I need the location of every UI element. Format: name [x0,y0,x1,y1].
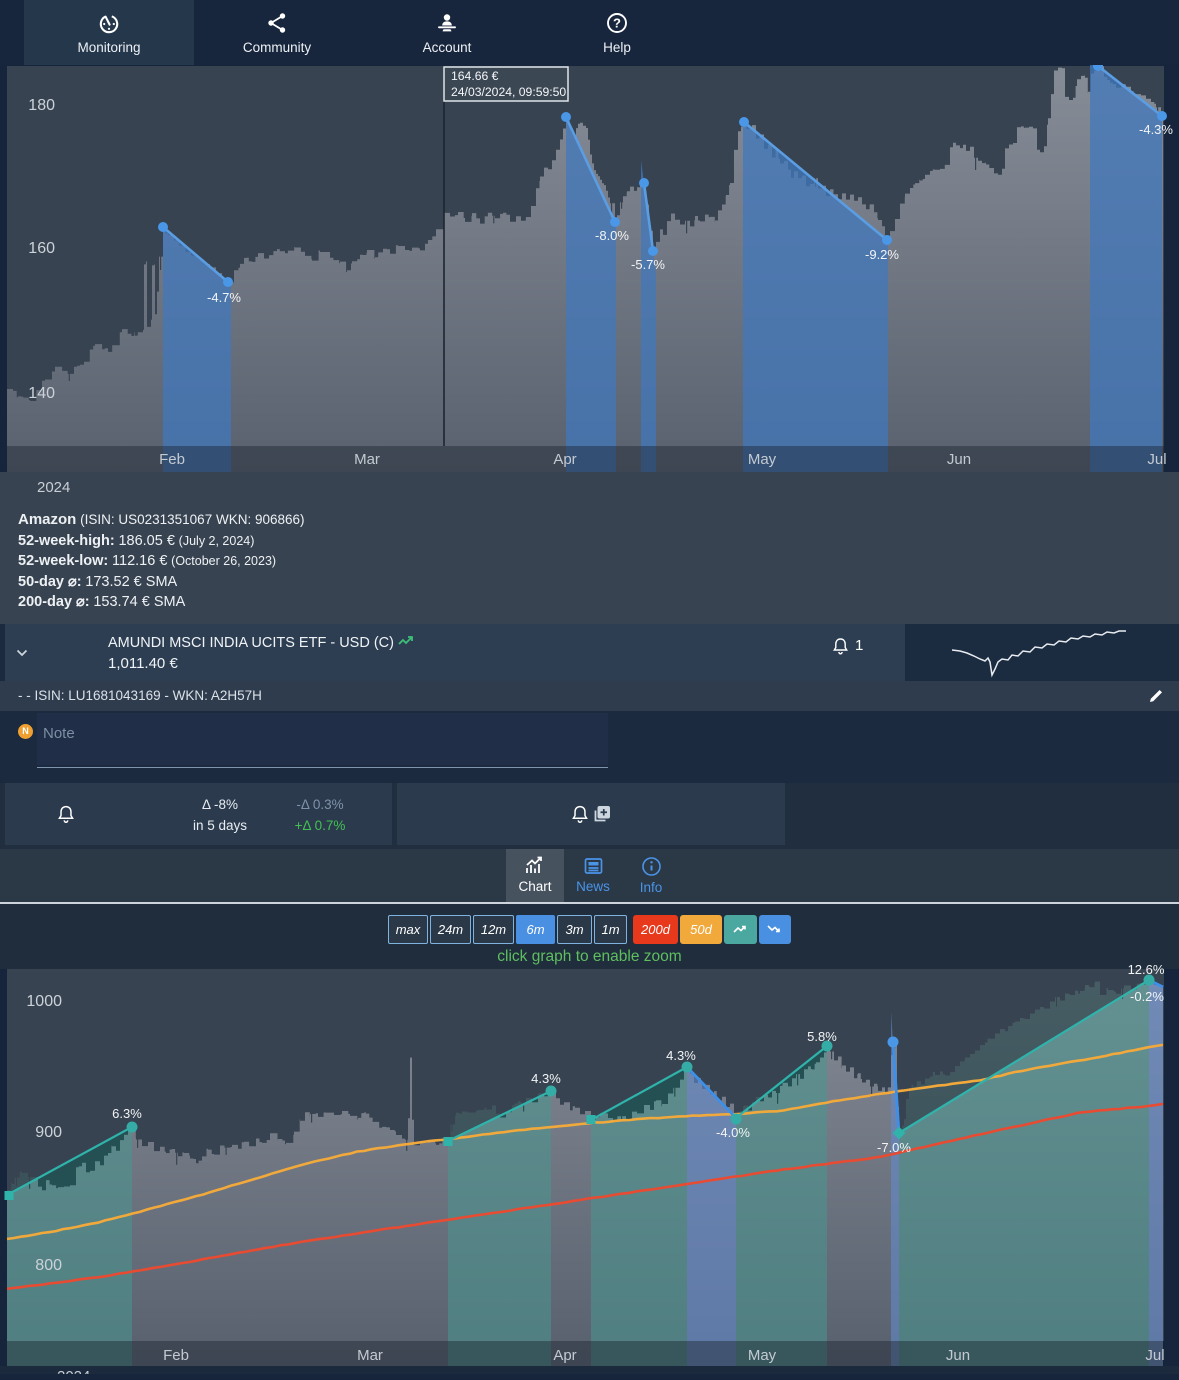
svg-text:Feb: Feb [159,451,185,468]
svg-text:Mar: Mar [354,451,380,468]
svg-text:180: 180 [28,97,55,114]
svg-text:?: ? [613,15,621,30]
svg-text:900: 900 [35,1124,62,1141]
svg-text:24/03/2024, 09:59:50: 24/03/2024, 09:59:50 [451,85,566,99]
svg-text:164.66 €: 164.66 € [451,69,499,83]
svg-text:140: 140 [28,385,55,402]
svg-text:Jul: Jul [1145,1347,1164,1364]
svg-text:6.3%: 6.3% [112,1106,142,1121]
svg-text:-5.7%: -5.7% [631,257,665,272]
svg-text:2024: 2024 [57,1368,90,1374]
svg-text:-9.2%: -9.2% [865,247,899,262]
svg-text:-4.3%: -4.3% [1139,122,1173,137]
svg-text:1000: 1000 [26,993,62,1010]
svg-text:Apr: Apr [553,1347,576,1364]
svg-text:12.6%: 12.6% [1128,962,1165,977]
svg-text:-8.0%: -8.0% [595,228,629,243]
svg-text:Apr: Apr [553,451,576,468]
svg-text:160: 160 [28,240,55,257]
svg-text:-0.2%: -0.2% [1130,989,1164,1004]
svg-text:800: 800 [35,1257,62,1274]
svg-text:Mar: Mar [357,1347,383,1364]
svg-text:4.3%: 4.3% [666,1048,696,1063]
svg-text:Jun: Jun [947,451,971,468]
svg-text:-4.0%: -4.0% [716,1125,750,1140]
svg-text:Jul: Jul [1147,451,1166,468]
svg-text:Feb: Feb [163,1347,189,1364]
svg-text:Jun: Jun [946,1347,970,1364]
svg-text:5.8%: 5.8% [807,1029,837,1044]
svg-text:-4.7%: -4.7% [207,290,241,305]
svg-text:May: May [748,451,777,468]
svg-text:4.3%: 4.3% [531,1071,561,1086]
svg-text:-7.0%: -7.0% [877,1140,911,1155]
svg-text:May: May [748,1347,777,1364]
